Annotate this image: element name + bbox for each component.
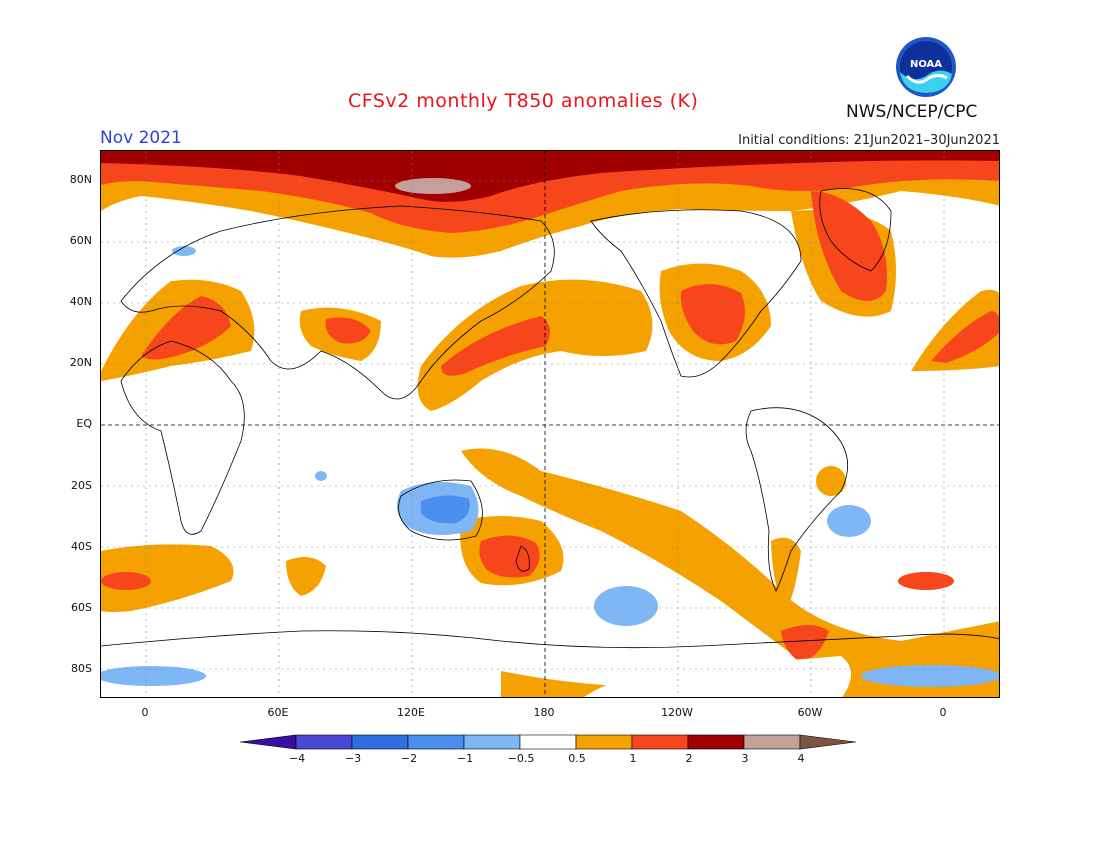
antarctic-peninsula-red	[781, 625, 829, 663]
lat-label-eq: EQ	[76, 417, 92, 430]
lat-label-40s: 40S	[71, 540, 92, 553]
lat-label-60n: 60N	[69, 234, 92, 247]
lat-label-80n: 80N	[69, 173, 92, 186]
south-atlantic-red-east	[898, 572, 954, 590]
south-atlantic-warm	[101, 544, 234, 612]
north-america-outline	[590, 209, 802, 378]
indian-ocean-cool-spot	[315, 471, 327, 481]
antarctic-cool-east	[861, 665, 999, 687]
forecast-month: Nov 2021	[100, 128, 182, 148]
colorbar-cell	[743, 734, 801, 750]
lon-label-60e: 60E	[267, 706, 289, 719]
arctic-max-blob	[395, 178, 471, 194]
lon-label-60w: 60W	[797, 706, 823, 719]
south-pacific-cool	[594, 586, 658, 626]
initial-conditions: Initial conditions: 21Jun2021–30Jun2021	[738, 133, 1000, 148]
colorbar-cell	[407, 734, 465, 750]
colorbar-cell	[575, 734, 633, 750]
noaa-logo-icon: NOAA	[896, 37, 956, 97]
africa-outline	[120, 340, 245, 535]
south-atlantic-cool	[827, 505, 871, 537]
mediterranean-warm-east	[911, 289, 999, 371]
south-indian-warm	[286, 557, 326, 596]
australia-outline	[398, 479, 483, 541]
new-zealand-outline	[515, 545, 530, 572]
lat-label-40n: 40N	[69, 295, 92, 308]
graticule	[101, 151, 999, 697]
colorbar-arrow-low	[240, 734, 297, 750]
mediterranean-red-east	[931, 311, 999, 363]
anomaly-map	[100, 150, 1000, 698]
antarctica-outline	[101, 630, 999, 649]
colorbar-cell	[463, 734, 521, 750]
colorbar	[240, 734, 857, 750]
eurasia-outline	[120, 205, 555, 400]
north-america-red	[680, 283, 745, 345]
colorbar-label-0-5: 0.5	[568, 752, 586, 765]
tasman-red	[479, 535, 540, 578]
colorbar-cell	[351, 734, 409, 750]
lon-label-120e: 120E	[397, 706, 425, 719]
patagonia-warm	[771, 537, 801, 611]
siberia-cool-spot	[172, 246, 196, 256]
greenland-outline	[819, 188, 892, 272]
colorbar-cell	[519, 734, 577, 750]
lat-label-20n: 20N	[69, 356, 92, 369]
colorbar-cell	[295, 734, 353, 750]
north-pacific-red	[441, 316, 550, 376]
coastlines	[101, 188, 999, 649]
lat-label-80s: 80S	[71, 662, 92, 675]
colorbar-label-3: 3	[741, 752, 749, 765]
colorbar-label-2: 2	[685, 752, 693, 765]
colorbar-label-m3: −3	[344, 752, 362, 765]
australia-cool-core	[421, 495, 470, 524]
lon-label-0: 0	[141, 706, 149, 719]
colorbar-label-m1: −1	[456, 752, 474, 765]
lat-label-60s: 60S	[71, 601, 92, 614]
antarctic-warm	[501, 646, 999, 697]
south-asia-red	[325, 317, 371, 344]
greenland-red	[811, 191, 887, 301]
lon-label-0-east: 0	[939, 706, 947, 719]
antarctic-white-inlet	[584, 656, 851, 697]
colorbar-arrow-high	[799, 734, 857, 750]
svg-text:NOAA: NOAA	[910, 59, 942, 70]
map-title: CFSv2 monthly T850 anomalies (K)	[348, 90, 699, 112]
arctic-darkred-band	[101, 151, 999, 202]
colorbar-cell	[687, 734, 745, 750]
south-america-warm	[816, 466, 846, 496]
colorbar-label-m2: −2	[400, 752, 418, 765]
south-atlantic-red	[101, 572, 151, 590]
lon-label-180: 180	[533, 706, 555, 719]
lat-label-20s: 20S	[71, 479, 92, 492]
colorbar-label-m0-5: −0.5	[507, 752, 535, 765]
colorbar-label-m4: −4	[288, 752, 306, 765]
colorbar-label-1: 1	[629, 752, 637, 765]
colorbar-label-4: 4	[797, 752, 805, 765]
antarctic-cool-west	[101, 666, 206, 686]
agency-label: NWS/NCEP/CPC	[846, 102, 978, 122]
colorbar-cell	[631, 734, 689, 750]
lon-label-120w: 120W	[661, 706, 693, 719]
south-pacific-warm	[461, 448, 999, 675]
